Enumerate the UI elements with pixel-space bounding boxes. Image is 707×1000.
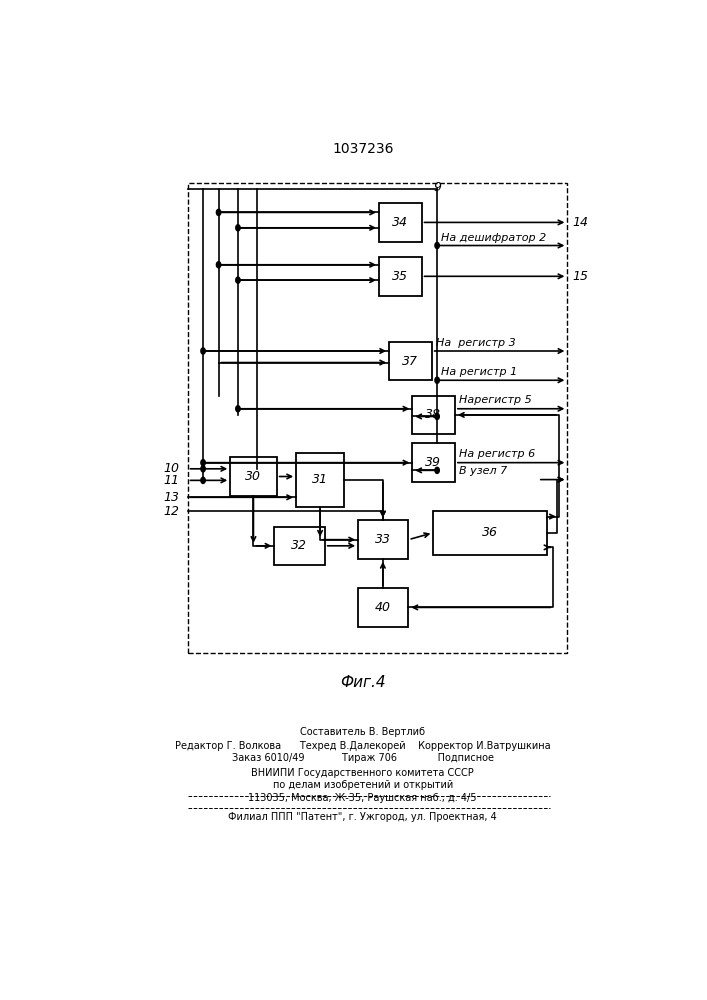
Bar <box>412 443 455 482</box>
Text: 9: 9 <box>433 181 441 194</box>
Text: 33: 33 <box>375 533 391 546</box>
Circle shape <box>235 406 240 412</box>
Text: 15: 15 <box>573 270 589 283</box>
Bar <box>389 342 432 380</box>
Bar <box>358 520 409 559</box>
Circle shape <box>216 262 221 268</box>
Text: 38: 38 <box>425 408 441 421</box>
Text: Составитель В. Вертлиб: Составитель В. Вертлиб <box>300 727 426 737</box>
Circle shape <box>435 467 439 473</box>
Circle shape <box>201 460 205 466</box>
Text: На  регистр 3: На регистр 3 <box>436 338 515 348</box>
Bar <box>379 257 421 296</box>
Text: ВНИИПИ Государственного комитета СССР: ВНИИПИ Государственного комитета СССР <box>252 768 474 778</box>
Text: 11: 11 <box>164 474 180 487</box>
Circle shape <box>201 348 205 354</box>
Text: Нарегистр 5: Нарегистр 5 <box>459 395 532 405</box>
Circle shape <box>435 377 439 383</box>
Text: 113035, Москва, Ж-35, Раушская наб., д. 4/5: 113035, Москва, Ж-35, Раушская наб., д. … <box>248 793 477 803</box>
Text: 10: 10 <box>164 462 180 475</box>
Bar <box>230 457 276 496</box>
Text: 13: 13 <box>164 491 180 504</box>
Circle shape <box>201 477 205 483</box>
Text: В узел 7: В узел 7 <box>459 466 507 476</box>
Text: по делам изобретений и открытий: по делам изобретений и открытий <box>273 780 453 790</box>
Text: 37: 37 <box>402 355 418 368</box>
Circle shape <box>201 466 205 472</box>
Text: 35: 35 <box>392 270 408 283</box>
Text: 31: 31 <box>312 473 328 486</box>
Text: 1037236: 1037236 <box>332 142 394 156</box>
Text: Заказ 6010/49            Тираж 706             Подписное: Заказ 6010/49 Тираж 706 Подписное <box>232 753 493 763</box>
Bar <box>296 453 344 507</box>
Bar <box>187 183 567 653</box>
Text: 40: 40 <box>375 601 391 614</box>
Text: Фиг.4: Фиг.4 <box>340 675 385 690</box>
Text: 34: 34 <box>392 216 408 229</box>
Bar <box>274 527 325 565</box>
Text: На дешифратор 2: На дешифратор 2 <box>441 233 547 243</box>
Circle shape <box>435 413 439 420</box>
Text: 39: 39 <box>425 456 441 469</box>
Text: 32: 32 <box>291 539 307 552</box>
Bar <box>358 588 409 627</box>
Circle shape <box>216 209 221 215</box>
Bar <box>379 203 421 242</box>
Text: Филиал ППП "Патент", г. Ужгород, ул. Проектная, 4: Филиал ППП "Патент", г. Ужгород, ул. Про… <box>228 812 497 822</box>
Text: На регистр 1: На регистр 1 <box>441 367 518 377</box>
Bar <box>412 396 455 434</box>
Text: 14: 14 <box>573 216 589 229</box>
Text: 30: 30 <box>245 470 262 483</box>
Circle shape <box>235 225 240 231</box>
Bar <box>433 511 547 555</box>
Circle shape <box>235 277 240 283</box>
Circle shape <box>435 242 439 249</box>
Text: 36: 36 <box>482 526 498 539</box>
Text: На регистр 6: На регистр 6 <box>459 449 535 459</box>
Text: 12: 12 <box>164 505 180 518</box>
Text: Редактор Г. Волкова      Техред В.Далекорей    Корректор И.Ватрушкина: Редактор Г. Волкова Техред В.Далекорей К… <box>175 741 551 751</box>
